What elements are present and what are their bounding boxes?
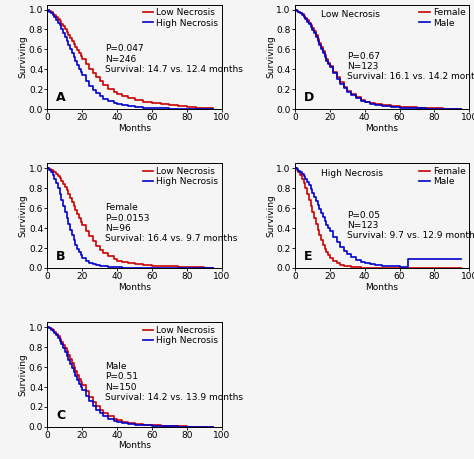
Text: High Necrosis: High Necrosis [321, 169, 383, 178]
Text: A: A [56, 91, 66, 104]
Legend: Female, Male: Female, Male [418, 6, 467, 29]
X-axis label: Months: Months [118, 283, 151, 291]
Legend: Low Necrosis, High Necrosis: Low Necrosis, High Necrosis [141, 324, 220, 347]
Text: P=0.05
N=123
Survival: 9.7 vs. 12.9 months: P=0.05 N=123 Survival: 9.7 vs. 12.9 mont… [347, 211, 474, 241]
Text: B: B [56, 250, 65, 263]
Text: Female
P=0.0153
N=96
Survival: 16.4 vs. 9.7 months: Female P=0.0153 N=96 Survival: 16.4 vs. … [105, 203, 237, 243]
Text: D: D [304, 91, 314, 104]
Text: P=0.67
N=123
Survival: 16.1 vs. 14.2 months: P=0.67 N=123 Survival: 16.1 vs. 14.2 mon… [347, 51, 474, 81]
Text: C: C [56, 409, 65, 422]
Y-axis label: Surviving: Surviving [266, 194, 275, 237]
Legend: Low Necrosis, High Necrosis: Low Necrosis, High Necrosis [141, 6, 220, 29]
Y-axis label: Surviving: Surviving [18, 194, 27, 237]
Y-axis label: Surviving: Surviving [266, 35, 275, 78]
X-axis label: Months: Months [118, 442, 151, 450]
Text: P=0.047
N=246
Survival: 14.7 vs. 12.4 months: P=0.047 N=246 Survival: 14.7 vs. 12.4 mo… [105, 45, 243, 74]
Y-axis label: Surviving: Surviving [18, 35, 27, 78]
X-axis label: Months: Months [118, 123, 151, 133]
Y-axis label: Surviving: Surviving [18, 353, 27, 396]
Text: E: E [304, 250, 312, 263]
Text: Low Necrosis: Low Necrosis [321, 10, 380, 19]
Text: Male
P=0.51
N=150
Survival: 14.2 vs. 13.9 months: Male P=0.51 N=150 Survival: 14.2 vs. 13.… [105, 362, 243, 402]
Legend: Low Necrosis, High Necrosis: Low Necrosis, High Necrosis [141, 165, 220, 188]
X-axis label: Months: Months [365, 283, 399, 291]
Legend: Female, Male: Female, Male [418, 165, 467, 188]
X-axis label: Months: Months [365, 123, 399, 133]
